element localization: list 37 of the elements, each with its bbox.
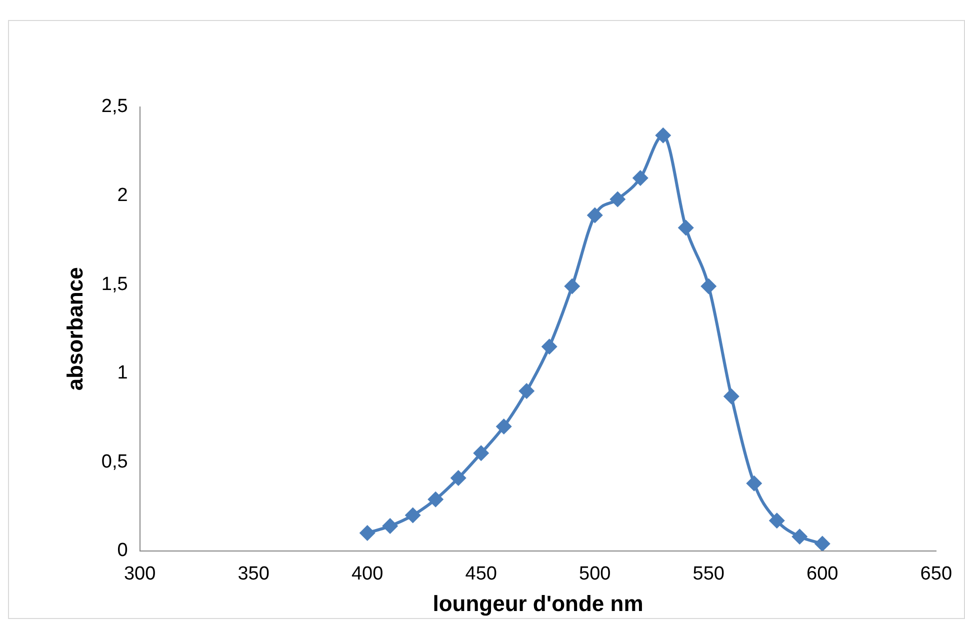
- x-tick-label: 350: [238, 563, 270, 584]
- x-axis-title: loungeur d'onde nm: [432, 590, 644, 616]
- point: [655, 127, 672, 144]
- y-tick-label: 1: [117, 362, 128, 384]
- point: [746, 475, 762, 492]
- x-tick-label: 500: [579, 563, 611, 584]
- x-tick-label: 450: [465, 563, 497, 584]
- y-tick-label: 0,5: [101, 451, 128, 472]
- point: [814, 536, 830, 551]
- y-axis-title: absorbance: [62, 267, 88, 391]
- point: [541, 338, 558, 355]
- x-tick-label: 650: [920, 563, 952, 584]
- x-tick-label: 300: [124, 563, 156, 584]
- point: [586, 207, 603, 224]
- point: [496, 418, 512, 435]
- point: [404, 507, 421, 524]
- point: [518, 383, 535, 400]
- x-tick-label: 400: [351, 563, 384, 584]
- point: [382, 518, 398, 534]
- y-tick-label: 1,5: [101, 274, 128, 295]
- point: [723, 388, 740, 404]
- point: [428, 491, 444, 508]
- point: [632, 170, 648, 186]
- point: [564, 278, 580, 294]
- point: [359, 525, 376, 542]
- point: [700, 278, 717, 294]
- point: [792, 528, 808, 545]
- x-tick-label: 600: [806, 563, 838, 584]
- x-tick-label: 550: [692, 563, 724, 584]
- y-tick-label: 2,5: [101, 96, 128, 118]
- y-tick-label: 0: [117, 540, 128, 562]
- point: [450, 470, 466, 486]
- point: [610, 191, 626, 208]
- point: [768, 512, 785, 529]
- point: [678, 220, 694, 236]
- y-tick-label: 2: [117, 184, 128, 206]
- point: [473, 445, 490, 462]
